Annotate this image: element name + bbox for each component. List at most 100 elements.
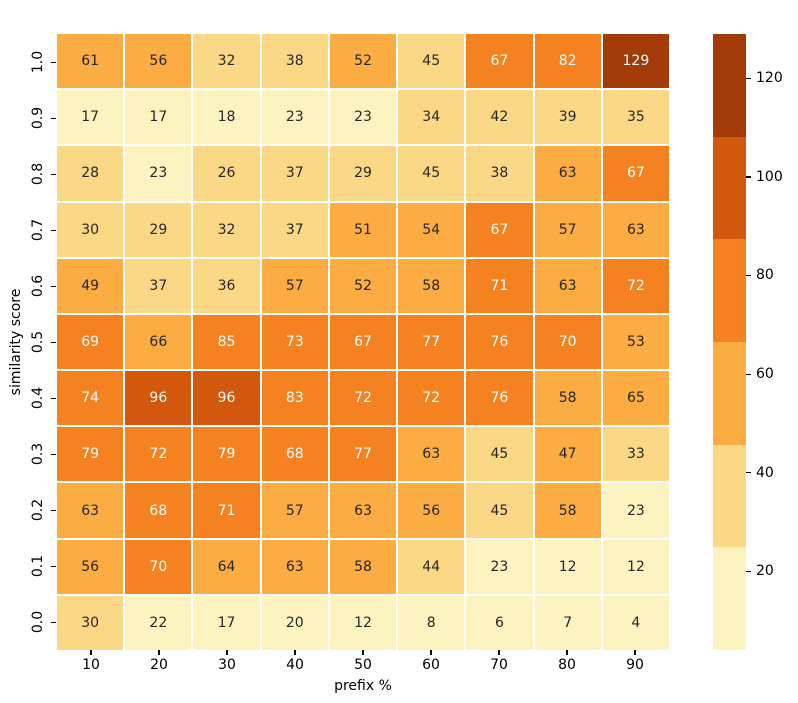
y-tick-mark (51, 341, 56, 343)
y-tick-label: 0.4 (30, 386, 46, 410)
x-tick-mark (566, 650, 568, 655)
y-tick-mark (51, 61, 56, 63)
heatmap-cell: 70 (125, 539, 192, 594)
y-tick-mark (51, 453, 56, 455)
heatmap-cell: 30 (57, 202, 124, 257)
colorbar-tick-mark (746, 77, 751, 80)
x-tick-mark (498, 650, 500, 655)
heatmap-cell: 28 (57, 146, 124, 201)
heatmap-cell: 47 (534, 427, 601, 482)
x-tick-mark (226, 650, 228, 655)
colorbar-tick-mark (746, 472, 751, 474)
x-tick-mark (362, 650, 364, 655)
y-tick-mark (51, 117, 56, 119)
heatmap-cell: 65 (602, 371, 669, 426)
heatmap-cell: 57 (261, 258, 328, 313)
colorbar-tick-label: 60 (756, 366, 774, 383)
x-tick-label: 70 (490, 657, 508, 673)
heatmap-cell: 8 (398, 595, 465, 650)
heatmap-cell: 26 (193, 146, 260, 201)
heatmap-cell: 63 (398, 427, 465, 482)
heatmap-cell: 12 (534, 539, 601, 594)
heatmap-cell: 67 (466, 34, 533, 89)
heatmap-cell: 129 (602, 34, 669, 89)
heatmap-cell: 35 (602, 90, 669, 145)
x-tick-mark (430, 650, 432, 655)
heatmap-cell: 49 (57, 258, 124, 313)
y-tick-label: 0.5 (30, 330, 46, 354)
heatmap-cell: 72 (398, 371, 465, 426)
colorbar-tick-label: 100 (756, 168, 783, 185)
heatmap-cell: 36 (193, 258, 260, 313)
colorbar-tick-label: 20 (756, 563, 774, 580)
heatmap-cell: 63 (57, 483, 124, 538)
heatmap-cell: 37 (261, 202, 328, 257)
heatmap-cell: 61 (57, 34, 124, 89)
y-tick-label: 0.9 (30, 106, 46, 130)
heatmap-cell: 52 (329, 34, 397, 89)
heatmap-cell: 23 (602, 483, 669, 538)
colorbar-tick-mark (746, 176, 751, 178)
heatmap-cell: 18 (193, 90, 260, 145)
heatmap-cell: 54 (398, 202, 465, 257)
heatmap-cell: 85 (193, 314, 260, 370)
heatmap-cell: 79 (57, 427, 124, 482)
heatmap-cell: 56 (125, 34, 192, 89)
heatmap-grid: 61 56 32 38 52 45 67 82 129 17 17 18 23 23 34 42 39 35 28 2… (57, 34, 669, 650)
heatmap-cell: 68 (261, 427, 328, 482)
heatmap-cell: 58 (534, 371, 601, 426)
heatmap-cell: 42 (466, 90, 533, 145)
heatmap-cell: 63 (602, 202, 669, 257)
heatmap-cell: 63 (329, 483, 397, 538)
y-tick-mark (51, 229, 56, 231)
heatmap-cell: 56 (57, 539, 124, 594)
y-tick-mark (51, 173, 56, 175)
heatmap-cell: 63 (534, 258, 601, 313)
x-tick-label: 90 (626, 657, 644, 673)
heatmap-cell: 32 (193, 34, 260, 89)
colorbar-tick-label: 40 (756, 464, 774, 481)
y-tick-mark (51, 509, 56, 511)
colorbar-tick-mark (746, 274, 751, 277)
y-tick-label: 0.2 (30, 498, 46, 522)
heatmap-cell: 66 (125, 314, 192, 370)
heatmap-cell: 23 (466, 539, 533, 594)
heatmap-cell: 77 (398, 314, 465, 370)
heatmap-cell: 12 (329, 595, 397, 650)
heatmap-cell: 72 (125, 427, 192, 482)
heatmap-cell: 57 (261, 483, 328, 538)
heatmap-cell: 74 (57, 371, 124, 426)
heatmap-cell: 58 (329, 539, 397, 594)
heatmap-cell: 51 (329, 202, 397, 257)
colorbar-segment (713, 34, 746, 137)
heatmap-cell: 77 (329, 427, 397, 482)
heatmap-cell: 96 (125, 371, 192, 426)
heatmap-cell: 7 (534, 595, 601, 650)
heatmap-cell: 44 (398, 539, 465, 594)
heatmap-cell: 68 (125, 483, 192, 538)
heatmap-cell: 38 (261, 34, 328, 89)
heatmap-cell: 45 (398, 146, 465, 201)
x-tick-mark (158, 650, 160, 655)
colorbar (713, 34, 746, 651)
heatmap-cell: 17 (125, 90, 192, 145)
heatmap-cell: 37 (261, 146, 328, 201)
x-tick-label: 20 (150, 657, 168, 673)
x-axis-label: prefix % (334, 678, 392, 694)
heatmap-cell: 76 (466, 314, 533, 370)
heatmap-cell: 96 (193, 371, 260, 426)
heatmap-cell: 53 (602, 314, 669, 370)
heatmap-cell: 6 (466, 595, 533, 650)
heatmap-cell: 45 (466, 427, 533, 482)
y-tick-label: 0.6 (30, 274, 46, 298)
heatmap-cell: 63 (534, 146, 601, 201)
colorbar-segment (713, 239, 746, 343)
heatmap-cell: 17 (193, 595, 260, 650)
heatmap-cell: 73 (261, 314, 328, 370)
y-tick-label: 0.0 (30, 610, 46, 634)
x-tick-label: 60 (422, 657, 440, 673)
colorbar-tick-mark (746, 570, 751, 573)
heatmap-cell: 72 (602, 258, 669, 313)
heatmap-cell: 33 (602, 427, 669, 482)
heatmap-cell: 17 (57, 90, 124, 145)
